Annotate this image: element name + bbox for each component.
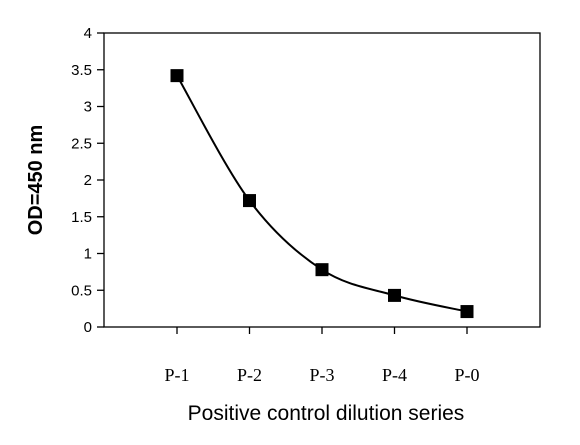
x-axis-label: Positive control dilution series <box>188 402 465 425</box>
data-point-p-0 <box>460 305 474 319</box>
data-markers <box>170 69 474 319</box>
y-axis: 0 0.5 1 1.5 2 2.5 3 3.5 4 <box>71 25 104 336</box>
x-tick-label: P-3 <box>309 365 334 385</box>
y-tick-label: 1.5 <box>71 209 92 226</box>
y-tick-label: 2.5 <box>71 135 92 152</box>
y-tick-label: 3.5 <box>71 62 92 79</box>
data-point-p-4 <box>388 288 401 302</box>
x-tick-label: P-1 <box>164 365 189 385</box>
series-line <box>176 75 468 313</box>
y-tick-label: 0.5 <box>71 282 92 299</box>
y-tick-label: 4 <box>84 25 92 42</box>
data-point-p-1 <box>170 69 184 83</box>
y-tick-label: 1 <box>84 246 92 263</box>
y-tick-label: 2 <box>84 172 92 189</box>
y-axis-label: OD=450 nm <box>25 125 47 236</box>
y-tick-label: 0 <box>84 319 92 336</box>
x-tick-label: P-2 <box>237 365 262 385</box>
data-point-p-2 <box>243 194 256 208</box>
y-tick-label: 3 <box>84 99 92 116</box>
data-point-p-3 <box>315 263 329 277</box>
x-axis: P-1 P-2 P-3 P-4 P-0 <box>164 327 480 385</box>
x-tick-label: P-0 <box>454 365 479 385</box>
x-tick-label: P-4 <box>382 365 407 385</box>
